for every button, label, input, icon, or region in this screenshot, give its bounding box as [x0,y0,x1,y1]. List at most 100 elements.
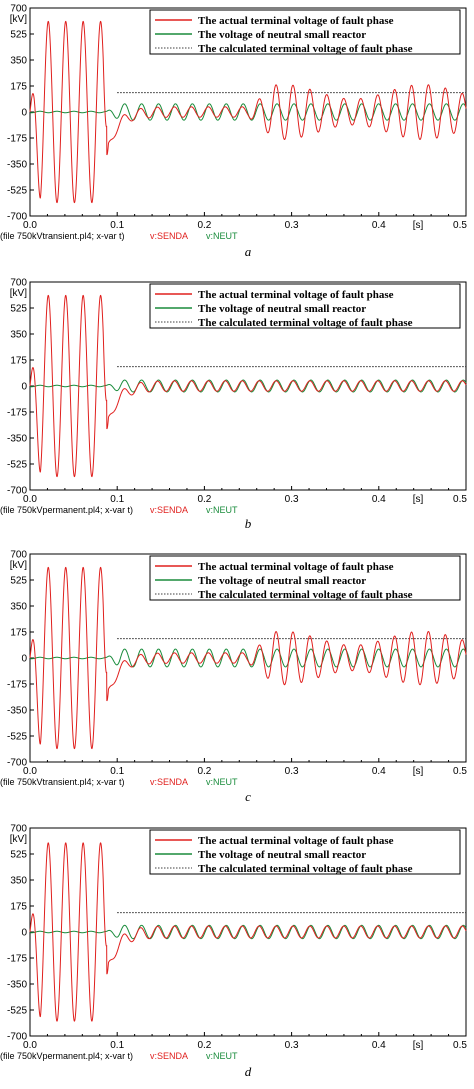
legend-label: The calculated terminal voltage of fault… [198,43,413,55]
legend-label: The actual terminal voltage of fault pha… [198,561,394,573]
x-tick-label: 0.5 [453,1040,467,1051]
x-tick-label: 0.4 [372,220,386,231]
y-tick-label: 700 [10,4,27,15]
legend-label: The voltage of neutral small reactor [198,29,366,41]
x-tick-label: 0.1 [110,766,124,777]
x-tick-label: 0.4 [372,766,386,777]
footer-file: (file 750kVtransient.pl4; x-var t) [0,777,125,787]
x-tick-label: 0.0 [23,494,37,505]
y-tick-label: -350 [7,980,27,991]
footer-var-neut: v:NEUT [206,777,238,787]
y-tick-label: 525 [10,576,27,587]
legend-label: The voltage of neutral small reactor [198,575,366,587]
y-tick-label: 0 [21,108,27,119]
y-tick-label: -175 [7,680,27,691]
chart-panel-c: 525 350 175 0 -175 -350 -525 -700 700[kV] 0.0 0.1 0… [0,550,467,805]
x-unit-label: [s] [413,766,424,777]
footer-var-senda: v:SENDA [150,1051,188,1061]
x-tick-label: 0.1 [110,494,124,505]
series-neutral-reactor-voltage [29,103,467,121]
footer-var-neut: v:NEUT [206,1051,238,1061]
footer-var-senda: v:SENDA [150,505,188,515]
y-tick-label: 525 [10,850,27,861]
y-tick-label: 0 [21,928,27,939]
x-tick-label: 0.3 [285,1040,299,1051]
x-unit-label: [s] [413,494,424,505]
footer-var-neut: v:NEUT [206,505,238,515]
legend-box [149,283,461,329]
chart-panel-b: 525 350 175 0 -175 -350 -525 -700 700[kV] 0.0 0.1 0… [0,278,467,532]
y-tick-label: -525 [7,1006,27,1017]
panel-label: a [245,244,252,259]
y-tick-label: -350 [7,160,27,171]
x-tick-label: 0.5 [453,220,467,231]
x-tick-label: 0.1 [110,1040,124,1051]
y-tick-label: 700 [10,278,27,289]
legend-label: The actual terminal voltage of fault pha… [198,15,394,27]
legend-label: The voltage of neutral small reactor [198,303,366,315]
y-tick-label: 175 [10,82,27,93]
x-tick-label: 0.2 [197,766,211,777]
x-tick-label: 0.0 [23,220,37,231]
y-unit-label: [kV] [10,834,27,845]
y-tick-label: 350 [10,56,27,67]
x-tick-label: 0.4 [372,1040,386,1051]
y-tick-label: 0 [21,654,27,665]
x-tick-label: 0.1 [110,220,124,231]
legend-label: The calculated terminal voltage of fault… [198,863,413,875]
y-unit-label: [kV] [10,288,27,299]
legend-box [149,829,461,875]
legend-label: The actual terminal voltage of fault pha… [198,835,394,847]
y-tick-label: 175 [10,628,27,639]
legend-label: The calculated terminal voltage of fault… [198,589,413,601]
y-unit-label: [kV] [10,560,27,571]
footer-file: (file 750kVtransient.pl4; x-var t) [0,231,125,241]
chart-panel-a: 525 350 175 0 -175 -350 -525 -700 700[kV] 0.0 0.1 0… [0,4,467,260]
x-tick-label: 0.3 [285,766,299,777]
y-tick-label: -175 [7,408,27,419]
y-tick-label: 350 [10,330,27,341]
x-tick-label: 0.2 [197,494,211,505]
y-tick-label: -525 [7,460,27,471]
y-tick-label: -175 [7,134,27,145]
x-tick-label: 0.2 [197,1040,211,1051]
x-tick-label: 0.0 [23,766,37,777]
footer-var-senda: v:SENDA [150,231,188,241]
x-tick-label: 0.4 [372,494,386,505]
y-tick-label: -350 [7,706,27,717]
legend-box [149,9,461,55]
footer-file: (file 750kVpermanent.pl4; x-var t) [0,505,133,515]
y-tick-label: 175 [10,356,27,367]
legend-box [149,555,461,601]
x-tick-label: 0.5 [453,494,467,505]
x-tick-label: 0.3 [285,220,299,231]
legend-label: The actual terminal voltage of fault pha… [198,289,394,301]
legend-label: The voltage of neutral small reactor [198,849,366,861]
panel-label: b [245,516,252,531]
y-tick-label: 175 [10,902,27,913]
y-unit-label: [kV] [10,14,27,25]
series-actual-terminal-voltage [29,20,467,204]
x-tick-label: 0.0 [23,1040,37,1051]
footer-file: (file 750kVpermanent.pl4; x-var t) [0,1051,133,1061]
y-tick-label: -700 [7,212,27,223]
series-actual-terminal-voltage [29,294,467,478]
y-tick-label: 350 [10,876,27,887]
y-tick-label: -700 [7,1032,27,1043]
y-tick-label: 350 [10,602,27,613]
x-tick-label: 0.5 [453,766,467,777]
series-neutral-reactor-voltage [29,924,467,940]
x-tick-label: 0.3 [285,494,299,505]
y-tick-label: 700 [10,550,27,561]
series-actual-terminal-voltage [29,842,467,1022]
y-tick-label: -350 [7,434,27,445]
x-tick-label: 0.2 [197,220,211,231]
y-tick-label: 700 [10,824,27,835]
y-tick-label: -700 [7,758,27,769]
y-tick-label: -525 [7,186,27,197]
y-tick-label: -525 [7,732,27,743]
y-tick-label: 525 [10,30,27,41]
panel-label: c [245,789,251,804]
series-actual-terminal-voltage [29,566,467,750]
